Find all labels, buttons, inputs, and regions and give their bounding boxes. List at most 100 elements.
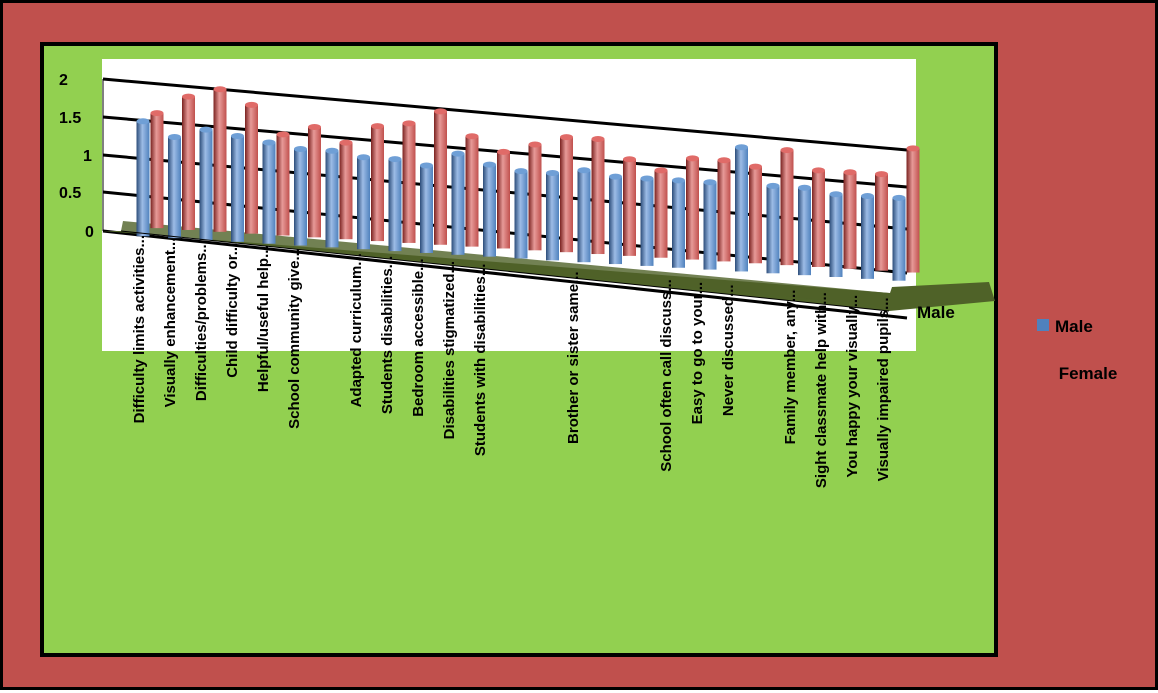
- depth-axis-label: Male: [917, 303, 955, 322]
- category-label: Child difficulty or...: [224, 243, 241, 378]
- bar-male: [325, 147, 339, 248]
- bar-female: [812, 167, 825, 267]
- bar-female-body: [150, 113, 164, 229]
- bar-female-top: [213, 86, 227, 93]
- bar-male: [577, 167, 591, 263]
- bar-female-body: [308, 126, 321, 238]
- bar-female-body: [402, 123, 416, 243]
- bar-male: [514, 168, 528, 259]
- bar-male-top: [892, 194, 906, 201]
- bar-female: [276, 131, 290, 236]
- chart-canvas: 0 0.5 1 1.5 2 Difficulty limits activities...…: [59, 59, 1117, 488]
- bar-male-body: [546, 172, 559, 261]
- category-label: Never discussed...: [720, 284, 737, 416]
- bar-female-top: [150, 110, 164, 117]
- bar-male-top: [357, 154, 370, 161]
- bar-female-top: [245, 101, 258, 108]
- y-tick-label: 2: [59, 72, 68, 89]
- bar-male-body: [168, 136, 181, 239]
- bar-female-top: [780, 147, 794, 154]
- bar-female: [560, 134, 573, 253]
- gridline: [102, 229, 908, 320]
- bar-male-top: [640, 175, 654, 182]
- bar-male: [703, 179, 717, 270]
- bar-male-top: [136, 118, 150, 125]
- bar-female-top: [528, 141, 542, 148]
- bar-female: [213, 86, 227, 232]
- bar-female: [717, 157, 731, 262]
- bar-male-top: [609, 173, 622, 180]
- bar-male: [262, 139, 276, 244]
- bar-female: [623, 156, 636, 256]
- bar-male-top: [703, 179, 717, 186]
- bar-female-body: [717, 160, 731, 262]
- bar-male: [609, 173, 622, 265]
- bar-male-body: [262, 142, 276, 244]
- category-label: Students with disabilities...: [472, 264, 489, 457]
- bar-male-body: [483, 164, 496, 257]
- category-label: Brother or sister same...: [565, 271, 582, 444]
- bar-female-body: [749, 166, 762, 264]
- bar-female-top: [371, 123, 384, 130]
- bar-female-top: [717, 157, 731, 164]
- bar-male-top: [168, 133, 181, 140]
- bar-male: [451, 150, 465, 255]
- category-label: Disabilities stigmatized...: [441, 261, 458, 439]
- bar-male: [672, 177, 685, 268]
- bar-male: [483, 161, 496, 257]
- bar-female-body: [276, 134, 290, 236]
- bar-female-body: [780, 150, 794, 266]
- bar-female: [906, 145, 920, 273]
- bar-male-top: [483, 161, 496, 168]
- bar-male-top: [420, 162, 433, 169]
- y-tick-label: 1.5: [59, 110, 81, 127]
- bar-male-top: [262, 139, 276, 146]
- category-label: Visually enhancement...: [162, 238, 179, 408]
- bar-female-body: [213, 89, 227, 232]
- bar-male-body: [231, 136, 244, 242]
- bar-male-body: [451, 153, 465, 255]
- floor-front: [121, 221, 889, 311]
- bar-female: [182, 93, 195, 230]
- bar-male-top: [735, 144, 748, 151]
- bar-male-body: [766, 185, 780, 274]
- bar-male-top: [199, 126, 213, 133]
- y-tick-label: 0: [85, 224, 94, 241]
- category-label: Helpful/useful help...: [255, 245, 272, 392]
- category-label: Bedroom accessible...: [410, 258, 427, 416]
- bar-female: [497, 148, 510, 249]
- bar-female-body: [812, 170, 825, 267]
- bar-female-top: [906, 145, 920, 152]
- bar-female: [591, 136, 605, 255]
- bar-male: [388, 156, 402, 252]
- bar-female-body: [245, 104, 258, 234]
- bar-female-body: [560, 137, 573, 253]
- bar-male: [766, 182, 780, 274]
- bar-female-body: [371, 126, 384, 242]
- bar-female: [654, 167, 668, 258]
- bar-female: [749, 163, 762, 264]
- bar-female-body: [623, 159, 636, 256]
- bar-male-body: [577, 170, 591, 263]
- bar-female-body: [339, 142, 353, 240]
- bar-male-top: [231, 133, 244, 140]
- bar-female: [150, 110, 164, 229]
- x-axis-line: [120, 230, 890, 312]
- bar-male-top: [294, 145, 307, 152]
- bar-male-top: [798, 184, 811, 191]
- bar-male-body: [829, 194, 843, 278]
- bar-male-body: [861, 196, 874, 279]
- bar-female-top: [402, 120, 416, 127]
- bar-female-body: [875, 174, 888, 271]
- bar-male: [294, 145, 307, 246]
- bar-male-body: [609, 176, 622, 265]
- bar-male-body: [388, 159, 402, 252]
- bar-female: [843, 169, 857, 269]
- bar-female-top: [182, 93, 195, 100]
- bar-female-top: [591, 136, 605, 143]
- category-label: Family member, any...: [782, 290, 799, 445]
- bar-male-top: [766, 182, 780, 189]
- y-tick-label: 1: [83, 148, 92, 165]
- bar-male: [420, 162, 433, 253]
